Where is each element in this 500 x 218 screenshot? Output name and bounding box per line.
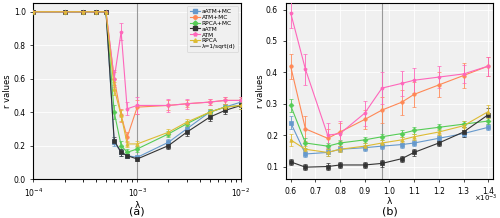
X-axis label: λ: λ (134, 201, 140, 209)
Text: (a): (a) (130, 206, 145, 216)
Legend: aATM+MC, ATM+MC, RPCA+MC, aATM, ATM, RPCA, λ=1/sqrt(d): aATM+MC, ATM+MC, RPCA+MC, aATM, ATM, RPC… (187, 6, 238, 52)
X-axis label: λ: λ (386, 197, 392, 206)
Text: (b): (b) (382, 206, 398, 216)
Y-axis label: r values: r values (4, 74, 13, 108)
Text: $\times10^{-3}$: $\times10^{-3}$ (474, 193, 498, 204)
Y-axis label: r values: r values (256, 74, 264, 108)
